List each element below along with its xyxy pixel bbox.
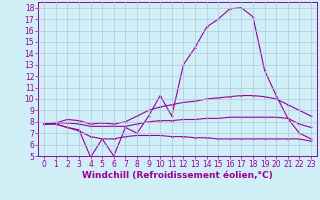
X-axis label: Windchill (Refroidissement éolien,°C): Windchill (Refroidissement éolien,°C) xyxy=(82,171,273,180)
